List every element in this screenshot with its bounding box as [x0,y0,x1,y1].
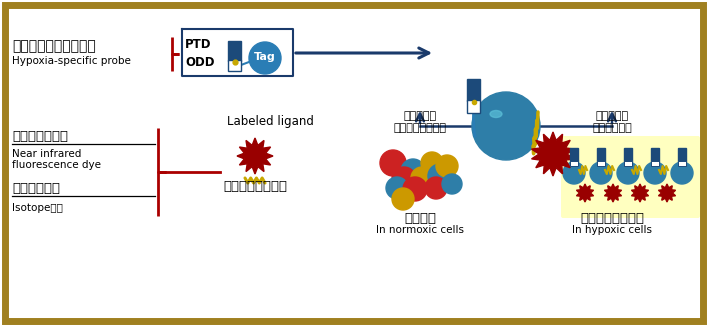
Text: 蓄積して光る: 蓄積して光る [592,123,632,133]
Text: Hypoxia-specific probe: Hypoxia-specific probe [12,56,131,66]
Circle shape [380,150,406,176]
FancyBboxPatch shape [228,41,241,61]
Text: Isotopeなど: Isotopeなど [12,203,63,213]
Circle shape [590,162,612,184]
Text: PTD: PTD [185,37,212,51]
FancyBboxPatch shape [467,100,480,113]
Text: ODD: ODD [185,56,215,69]
FancyBboxPatch shape [597,148,605,162]
FancyBboxPatch shape [651,161,659,166]
FancyBboxPatch shape [228,60,241,71]
Circle shape [401,159,425,183]
Ellipse shape [490,111,502,117]
Circle shape [671,162,693,184]
Text: In normoxic cells: In normoxic cells [376,225,464,235]
Circle shape [392,167,416,191]
Polygon shape [576,184,593,202]
FancyBboxPatch shape [678,161,686,166]
Circle shape [472,92,540,160]
Text: In hypoxic cells: In hypoxic cells [572,225,652,235]
Text: fluorescence dye: fluorescence dye [12,160,101,170]
FancyBboxPatch shape [570,148,578,162]
Polygon shape [605,184,622,202]
FancyBboxPatch shape [624,148,632,162]
Circle shape [617,162,639,184]
Text: Near infrared: Near infrared [12,149,81,159]
Text: 放射性化合物: 放射性化合物 [12,182,60,195]
Circle shape [563,162,585,184]
Circle shape [392,188,414,210]
Text: 低酸素状態の細菞: 低酸素状態の細菞 [580,212,644,225]
FancyBboxPatch shape [467,79,480,101]
Text: プローブが: プローブが [404,111,437,121]
FancyBboxPatch shape [561,136,700,218]
FancyBboxPatch shape [570,161,578,166]
Circle shape [411,167,433,189]
Text: Tag: Tag [254,52,276,62]
Text: 低酸素特異的プローブ: 低酸素特異的プローブ [12,39,96,53]
Circle shape [442,174,462,194]
FancyBboxPatch shape [597,161,605,166]
FancyBboxPatch shape [624,161,632,166]
Polygon shape [632,184,649,202]
Circle shape [436,155,458,177]
Circle shape [249,42,281,74]
Circle shape [421,152,443,174]
Circle shape [428,164,452,188]
Polygon shape [658,184,675,202]
Circle shape [386,177,408,199]
FancyBboxPatch shape [678,148,686,162]
Polygon shape [532,132,574,176]
Text: プローブが: プローブが [595,111,629,121]
Circle shape [403,177,427,201]
FancyBboxPatch shape [651,148,659,162]
Polygon shape [237,138,273,174]
Text: Labeled ligand: Labeled ligand [227,114,314,127]
Text: 近赤外茕光色素: 近赤外茕光色素 [12,129,68,142]
Text: シグナル発信部位: シグナル発信部位 [223,180,287,192]
Circle shape [425,177,447,199]
Circle shape [644,162,666,184]
Text: 分解してなくなる: 分解してなくなる [394,123,447,133]
Text: 正常細菞: 正常細菞 [404,212,436,225]
